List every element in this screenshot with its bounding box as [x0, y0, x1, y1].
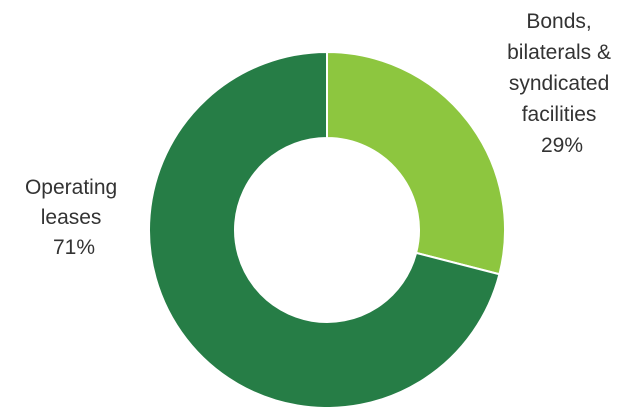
slice-label-bonds: Bonds, bilaterals & syndicated facilitie…: [507, 10, 617, 157]
slice-label-operating-leases: Operating leases 71%: [25, 176, 123, 259]
slice-label-operating-leases-line-2: leases: [41, 206, 102, 229]
slice-label-bonds-line-4: facilities: [522, 103, 597, 126]
slice-label-bonds-percent: 29%: [541, 134, 583, 157]
slice-label-bonds-line-1: Bonds,: [526, 10, 591, 33]
slice-label-bonds-line-2: bilaterals &: [507, 41, 611, 64]
slice-label-operating-leases-percent: 71%: [53, 236, 95, 259]
donut-slice-1: [148, 50, 501, 407]
slice-label-bonds-line-3: syndicated: [509, 72, 609, 95]
donut-slices: [148, 50, 506, 407]
slice-label-operating-leases-line-1: Operating: [25, 176, 117, 199]
donut-slice-0: [326, 50, 506, 276]
